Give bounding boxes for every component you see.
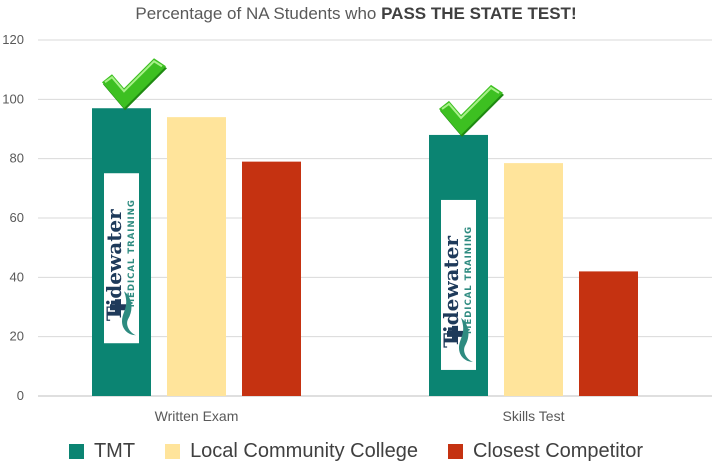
y-tick-label: 80 — [10, 151, 24, 166]
bars — [92, 108, 638, 396]
category-label: Written Exam — [155, 408, 239, 424]
bar-local-community-college-written-exam — [167, 117, 226, 396]
checkmark-icon — [102, 58, 167, 111]
legend-swatch — [165, 443, 181, 459]
bar-closest-competitor-written-exam — [242, 161, 301, 396]
legend-label: Closest Competitor — [472, 439, 644, 462]
legend: TMT Local Community College Closest Compet… — [0, 436, 712, 466]
legend-swatch — [447, 443, 463, 459]
chart-title-plain: Percentage of NA Students who — [135, 4, 382, 23]
chart-title: Percentage of NA Students who PASS THE S… — [0, 4, 712, 24]
category-label: Skills Test — [503, 408, 565, 424]
medical-cross-icon — [447, 325, 463, 342]
logo-tagline: MEDICAL TRAINING — [464, 226, 474, 334]
legend-item: Closest Competitor — [447, 439, 644, 463]
logo-wordmark: Tidewater — [439, 236, 463, 348]
x-axis: Written Exam Skills Test — [155, 408, 565, 424]
hand-wave-icon — [122, 291, 136, 336]
legend-item: Local Community College — [165, 440, 418, 463]
bar-closest-competitor-skills-test — [579, 271, 638, 396]
legend-label: Local Community College — [190, 439, 418, 462]
y-tick-label: 40 — [10, 269, 24, 284]
y-tick-label: 100 — [2, 91, 24, 106]
legend-swatch — [68, 443, 84, 459]
tidewater-logo: Tidewater MEDICAL TRAINING — [439, 199, 476, 370]
chart-title-bold: PASS THE STATE TEST! — [381, 4, 577, 23]
checkmarks — [102, 58, 504, 137]
hand-wave-icon — [459, 317, 473, 362]
tidewater-logo: Tidewater MEDICAL TRAINING — [102, 173, 139, 344]
legend-item: TMT — [68, 439, 136, 463]
y-tick-label: 120 — [2, 32, 24, 47]
logo-wordmark: Tidewater — [102, 209, 126, 321]
logos: Tidewater MEDICAL TRAINING Tidewater MEDICA… — [102, 173, 476, 370]
legend-label: TMT — [93, 439, 136, 462]
y-tick-label: 0 — [17, 388, 24, 403]
bar-local-community-college-skills-test — [504, 163, 563, 396]
medical-cross-icon — [110, 299, 126, 316]
y-axis: 0 20 40 60 80 100 120 — [2, 32, 24, 403]
logo-tagline: MEDICAL TRAINING — [127, 199, 137, 307]
checkmark-icon — [439, 84, 504, 137]
y-tick-label: 20 — [10, 329, 24, 344]
y-tick-label: 60 — [10, 210, 24, 225]
